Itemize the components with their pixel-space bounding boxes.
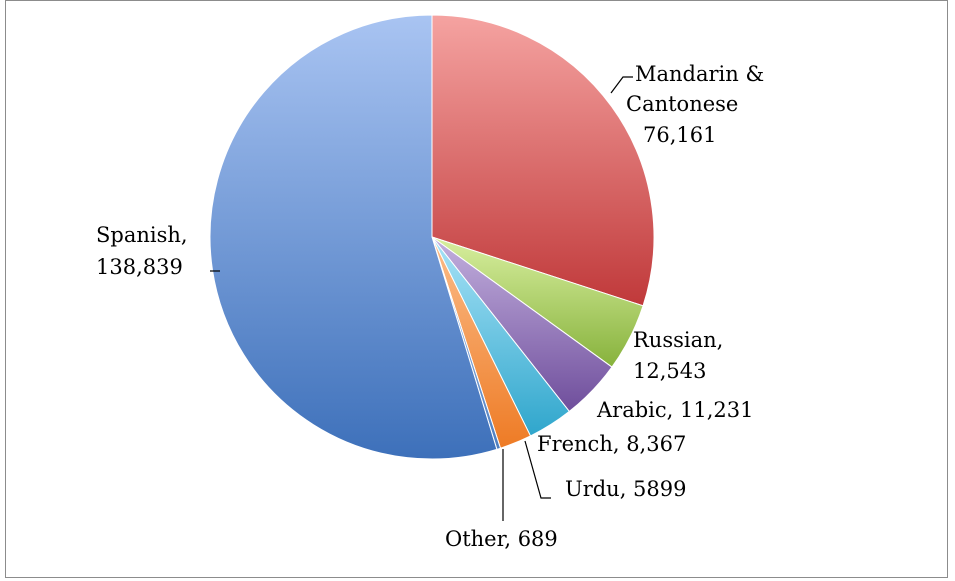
leader-line-mandarin-cantonese xyxy=(610,76,633,94)
data-label-mandarin-cantonese-line-3: 76,161 xyxy=(643,123,716,147)
data-label-spanish-line-1: Spanish, xyxy=(96,223,188,247)
data-label-russian-line-1: Russian, xyxy=(633,328,723,352)
data-labels: Mandarin & Cantonese 76,161 Russian, 12,543 A… xyxy=(96,62,764,551)
data-label-spanish-line-2: 138,839 xyxy=(96,255,183,279)
leader-line-urdu xyxy=(524,440,551,499)
data-label-arabic-line-1: Arabic, 11,231 xyxy=(596,398,753,422)
leader-lines xyxy=(210,76,633,521)
data-label-urdu-line-1: Urdu, 5899 xyxy=(565,477,687,501)
data-label-russian-line-2: 12,543 xyxy=(633,359,706,383)
pie-slice-spanish xyxy=(209,14,498,460)
pie-slice-mandarin-cantonese xyxy=(431,14,655,307)
data-label-mandarin-cantonese-line-1: Mandarin & xyxy=(635,62,764,86)
data-label-other-line-1: Other, 689 xyxy=(445,527,558,551)
pie-chart: Mandarin & Cantonese 76,161 Russian, 12,543 A… xyxy=(96,14,764,551)
data-label-french-line-1: French, 8,367 xyxy=(537,432,686,456)
chart-frame: Mandarin & Cantonese 76,161 Russian, 12,543 A… xyxy=(5,0,948,578)
pie-slices xyxy=(209,14,655,460)
data-label-mandarin-cantonese-line-2: Cantonese xyxy=(626,92,738,116)
